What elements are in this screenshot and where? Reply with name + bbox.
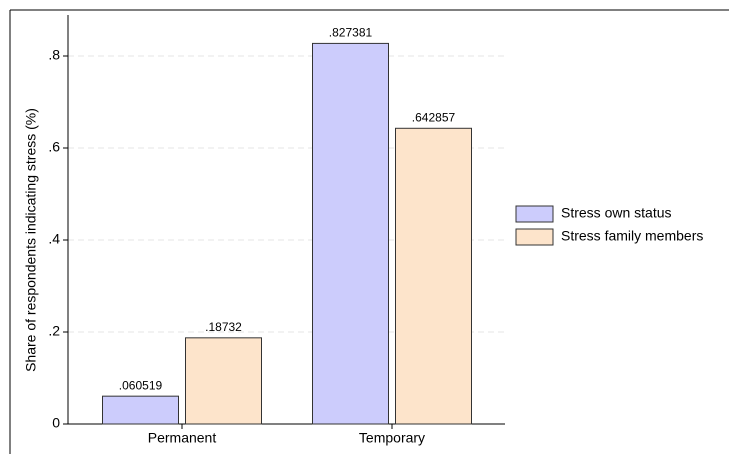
legend-swatch [515, 205, 554, 223]
legend-label: Stress family members [561, 228, 703, 244]
y-tick-label: .2 [48, 323, 60, 339]
legend-swatch [515, 228, 554, 246]
x-tick-label: Permanent [148, 430, 217, 446]
y-tick-label: .6 [48, 139, 60, 155]
value-label: .060519 [119, 378, 163, 392]
y-axis-title: Share of respondents indicating stress (… [23, 108, 39, 372]
legend-label: Stress own status [561, 205, 672, 221]
y-tick-label: .4 [48, 231, 60, 247]
y-tick-label: .8 [48, 47, 60, 63]
bar [395, 127, 472, 425]
value-label: .18732 [205, 320, 242, 334]
bar [185, 337, 262, 425]
x-tick-label: Temporary [359, 430, 425, 446]
value-label: .827381 [329, 26, 373, 40]
value-label: .642857 [412, 110, 456, 124]
y-tick-label: 0 [52, 415, 60, 431]
bar [102, 395, 179, 425]
bar [312, 42, 389, 425]
